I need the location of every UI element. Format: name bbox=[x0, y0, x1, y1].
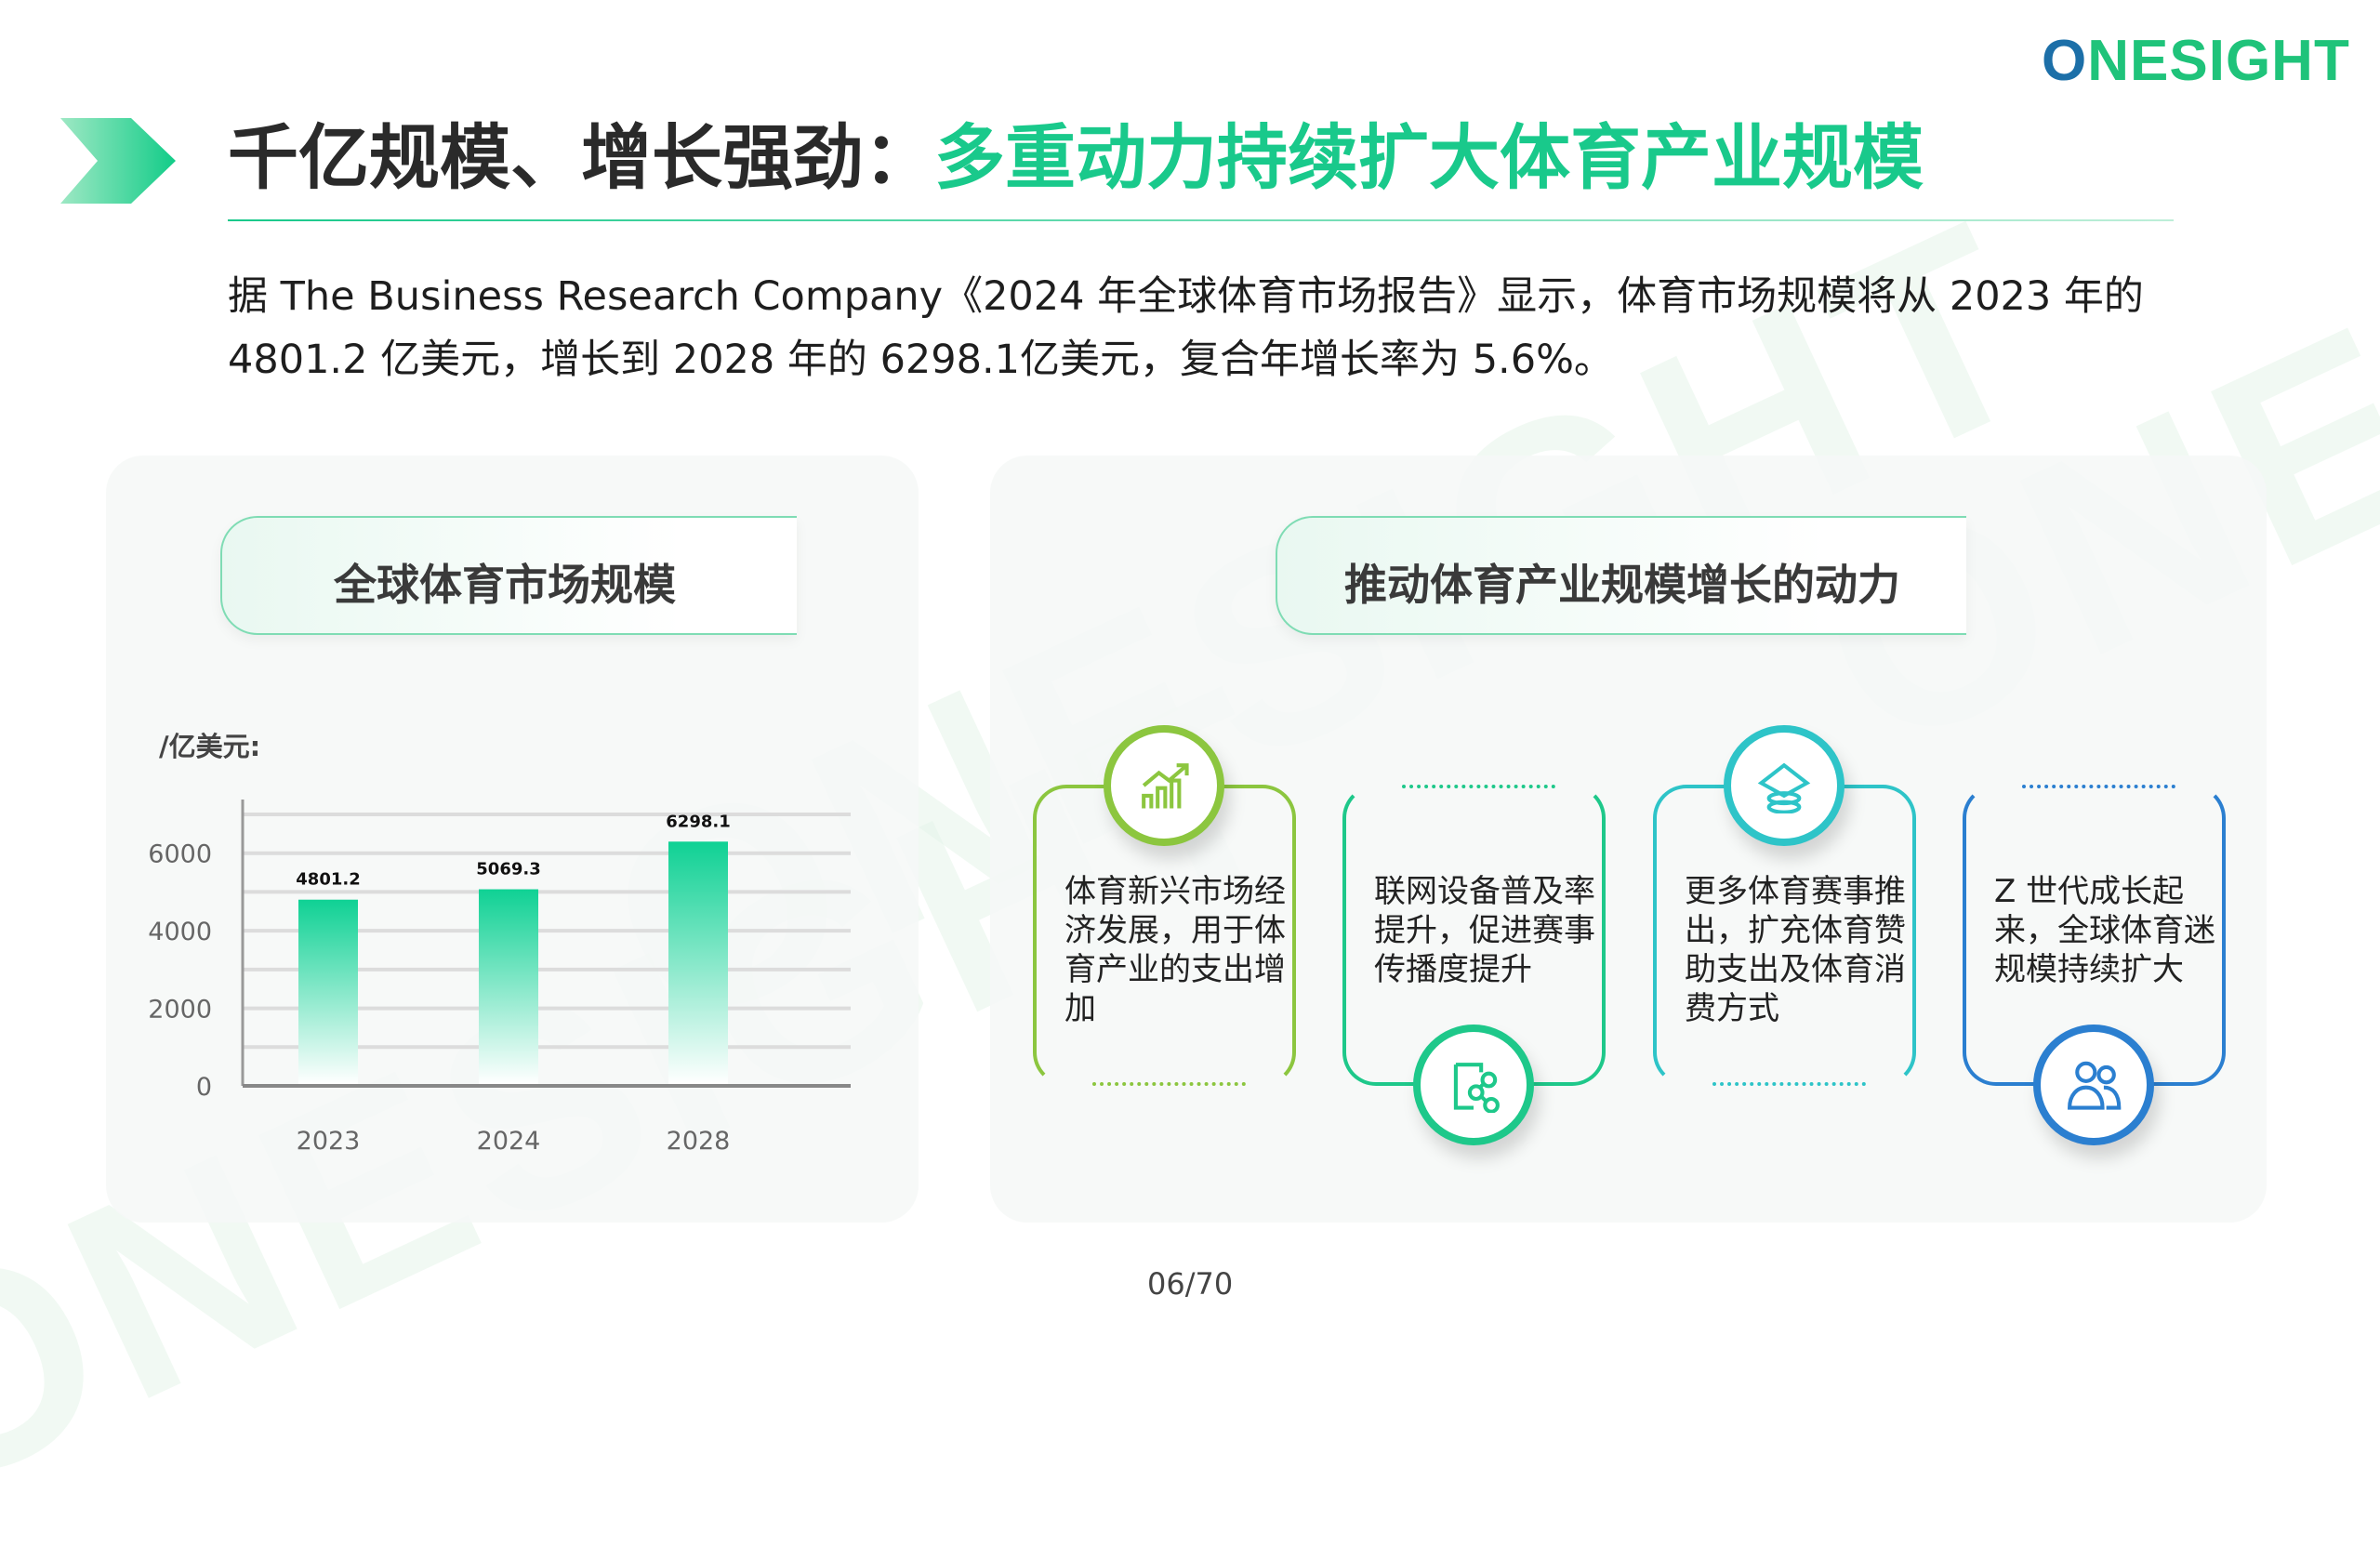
bar-2028 bbox=[668, 841, 728, 1084]
x-tick-label: 2024 bbox=[477, 1127, 541, 1156]
bar-chart: 0 2000 4000 6000 4801.2 2023 5069.3 2024 6298.1 2… bbox=[148, 800, 851, 1156]
intro-paragraph: 据 The Business Research Company《2024 年全球… bbox=[228, 273, 2144, 383]
page-number: 06/70 bbox=[1147, 1266, 1234, 1302]
dotted-edge bbox=[2022, 785, 2175, 788]
driver-card: Z 世代成长起来，全球体育迷规模持续扩大 bbox=[1963, 785, 2226, 1145]
dotted-edge bbox=[1712, 1082, 1866, 1086]
data-label: 6298.1 bbox=[666, 812, 730, 831]
coins-stack-icon bbox=[1724, 725, 1844, 846]
y-tick-label: 4000 bbox=[148, 918, 212, 946]
dotted-edge bbox=[1402, 785, 1555, 788]
users-icon bbox=[2033, 1025, 2154, 1145]
divider bbox=[228, 219, 2174, 221]
page-title: 千亿规模、增长强劲：多重动力持续扩大体育产业规模 bbox=[228, 112, 1924, 205]
driver-card: 更多体育赛事推出，扩充体育赞助支出及体育消费方式 bbox=[1653, 725, 1916, 1086]
bar-2023 bbox=[298, 899, 358, 1084]
share-network-icon bbox=[1413, 1025, 1534, 1145]
data-label: 4801.2 bbox=[296, 870, 360, 890]
chevron-icon bbox=[60, 118, 176, 204]
driver-text: Z 世代成长起来，全球体育迷规模持续扩大 bbox=[1994, 873, 2215, 988]
driver-text: 体育新兴市场经济发展，用于体育产业的支出增加 bbox=[1064, 873, 1286, 1027]
y-tick-label: 6000 bbox=[148, 840, 212, 869]
heading-text: 推动体育产业规模增长的动力 bbox=[1344, 560, 1900, 610]
y-tick-label: 2000 bbox=[148, 996, 212, 1025]
title-part-1: 千亿规模、增长强劲： bbox=[228, 116, 934, 199]
bar-2024 bbox=[479, 889, 538, 1084]
x-tick-label: 2023 bbox=[297, 1127, 361, 1156]
dotted-edge bbox=[1092, 1082, 1246, 1086]
market-size-heading: 全球体育市场规模 bbox=[220, 516, 797, 635]
driver-card: 联网设备普及率提升，促进赛事传播度提升 bbox=[1342, 785, 1606, 1145]
growth-chart-icon bbox=[1104, 725, 1224, 846]
driver-text: 联网设备普及率提升，促进赛事传播度提升 bbox=[1374, 873, 1595, 988]
data-label: 5069.3 bbox=[476, 860, 540, 879]
y-tick-label: 0 bbox=[196, 1073, 212, 1102]
onesight-logo: ONESIGHT bbox=[2042, 29, 2350, 93]
driver-text: 更多体育赛事推出，扩充体育赞助支出及体育消费方式 bbox=[1685, 873, 1906, 1027]
heading-text: 全球体育市场规模 bbox=[334, 560, 676, 610]
title-part-2: 多重动力持续扩大体育产业规模 bbox=[934, 116, 1924, 199]
drivers-heading: 推动体育产业规模增长的动力 bbox=[1276, 516, 1966, 635]
driver-card: 体育新兴市场经济发展，用于体育产业的支出增加 bbox=[1033, 725, 1296, 1086]
unit-label: /亿美元: bbox=[159, 731, 261, 762]
x-tick-label: 2028 bbox=[667, 1127, 731, 1156]
